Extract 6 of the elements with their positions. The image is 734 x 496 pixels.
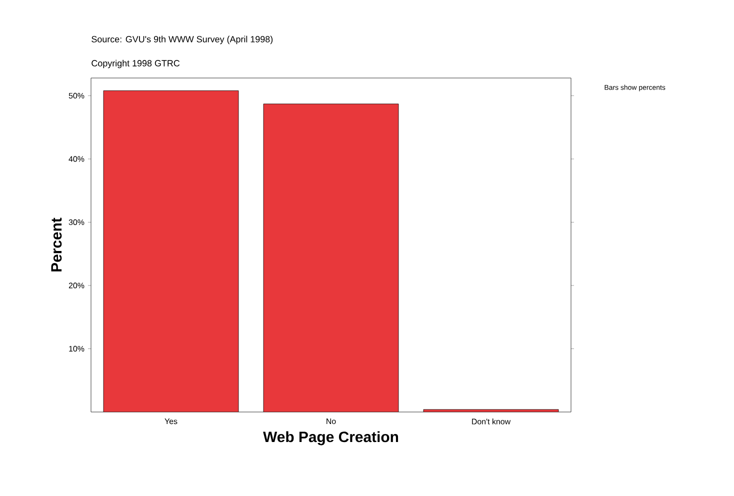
- bar: [104, 90, 239, 412]
- y-axis-title: Percent: [51, 218, 62, 272]
- x-axis-title: Web Page Creation: [263, 431, 398, 446]
- text: Copyright 1998 GTRC: [92, 60, 180, 68]
- source-note: Source: GVU's 9th WWW Survey (April 1998): [92, 36, 273, 44]
- bar: [263, 104, 399, 412]
